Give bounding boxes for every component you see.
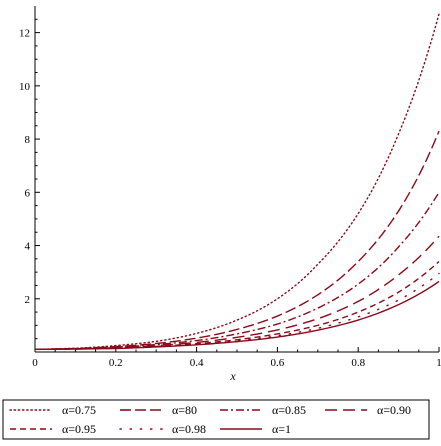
- x-axis-title: x: [229, 369, 236, 383]
- legend-label: α=1: [272, 422, 291, 436]
- x-tick-label: 1: [436, 357, 441, 369]
- x-tick-label: 0.8: [351, 357, 365, 369]
- y-tick-label: 6: [25, 187, 31, 199]
- series-line: [35, 262, 439, 350]
- legend: α=0.75 α=80 α=0.85 α=0.90 α=0.95 α=0.98 α=1: [3, 400, 429, 439]
- legend-label: α=0.90: [377, 403, 411, 417]
- series-line: [35, 192, 439, 349]
- series-line: [35, 131, 439, 349]
- series-line: [35, 14, 439, 349]
- x-tick-label: 0.4: [190, 357, 204, 369]
- y-tick-label: 8: [25, 134, 31, 146]
- y-tick-label: 12: [19, 28, 30, 40]
- legend-label: α=80: [172, 403, 197, 417]
- x-tick-label: 0.6: [271, 357, 285, 369]
- legend-label: α=0.75: [62, 403, 96, 417]
- x-tick-label: 0.2: [109, 357, 123, 369]
- y-tick-label: 10: [19, 81, 31, 93]
- y-tick-label: 2: [25, 294, 31, 306]
- legend-label: α=0.85: [272, 403, 306, 417]
- series-line: [35, 236, 439, 349]
- legend-label: α=0.95: [62, 422, 96, 436]
- legend-label: α=0.98: [172, 422, 206, 436]
- y-tick-label: 4: [25, 241, 31, 253]
- x-tick-label: 0: [32, 357, 38, 369]
